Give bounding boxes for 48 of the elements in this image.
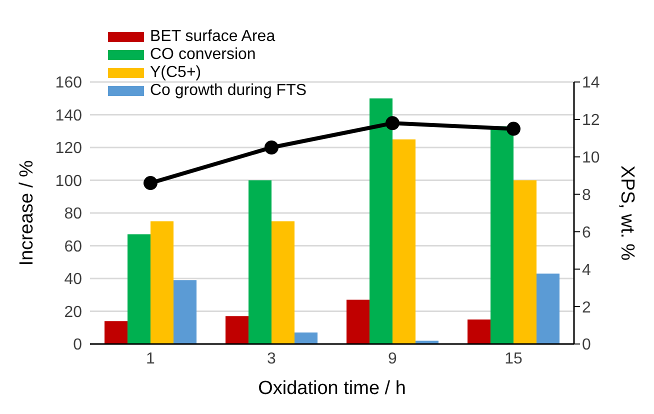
y2-tick-label: 14 — [582, 74, 600, 92]
bar — [416, 340, 439, 344]
y2-axis-title: XPS, wt. % — [616, 165, 638, 261]
y2-tick-label: 2 — [582, 299, 591, 316]
y2-tick-label: 10 — [582, 150, 600, 167]
bar — [490, 126, 514, 344]
y2-tick-label: 12 — [582, 112, 600, 130]
y-tick-label: 140 — [55, 107, 82, 124]
x-tick-label: 1 — [146, 350, 156, 368]
y2-tick-label: 4 — [582, 262, 591, 279]
y-tick-label: 120 — [55, 140, 82, 158]
x-tick-label: 15 — [504, 350, 522, 368]
bar — [174, 280, 197, 344]
point — [506, 122, 520, 136]
y-tick-label: 60 — [64, 238, 82, 256]
y2-tick-label: 0 — [582, 336, 591, 354]
x-tick-label: 9 — [388, 350, 398, 368]
legend-label: CO conversion — [150, 46, 256, 64]
bar — [272, 221, 295, 344]
y-tick-label: 20 — [64, 304, 82, 321]
x-tick-label: 3 — [267, 350, 276, 368]
y-tick-label: 40 — [64, 271, 82, 288]
y-tick-label: 100 — [55, 172, 82, 190]
y-axis-title: Increase / % — [16, 160, 38, 266]
point — [264, 140, 278, 154]
y2-tick-label: 8 — [582, 186, 591, 204]
bar — [536, 274, 560, 344]
bar — [370, 98, 393, 344]
y-tick-label: 80 — [64, 206, 82, 223]
bar — [514, 180, 537, 344]
bar — [128, 234, 151, 344]
legend-label: Y(C5+) — [150, 64, 202, 82]
bar — [346, 300, 370, 344]
y-tick-label: 160 — [55, 74, 82, 92]
x-axis-title: Oxidation time / h — [258, 378, 406, 399]
legend-label: Co growth during FTS — [150, 82, 307, 100]
bar — [248, 180, 272, 344]
legend-label: BET surface Area — [150, 28, 276, 46]
point — [144, 176, 158, 190]
bar — [150, 221, 174, 344]
bar — [226, 316, 249, 344]
bar — [104, 321, 128, 344]
bar — [392, 139, 416, 344]
point — [386, 116, 400, 130]
y2-tick-label: 6 — [582, 224, 591, 242]
bar — [468, 319, 491, 344]
bar — [294, 332, 318, 344]
y-tick-label: 0 — [73, 336, 82, 354]
